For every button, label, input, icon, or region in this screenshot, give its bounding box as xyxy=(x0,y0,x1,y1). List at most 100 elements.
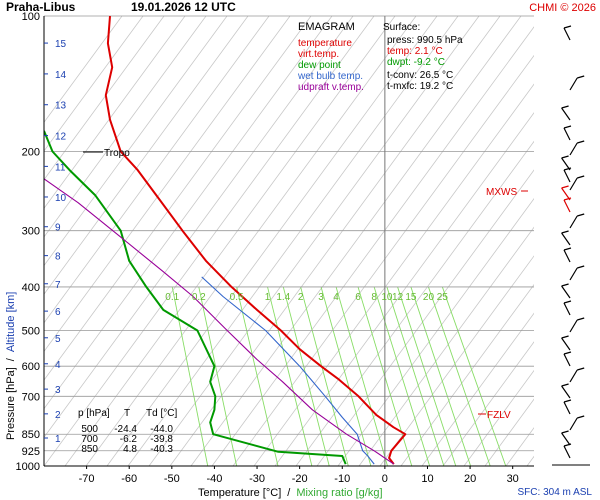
dry-adiabat-line xyxy=(484,398,534,466)
temperature-tick-label: -20 xyxy=(292,473,308,485)
wind-barb xyxy=(563,353,571,367)
dry-adiabat-line xyxy=(44,16,165,181)
mixing-ratio-label: 4 xyxy=(333,292,339,303)
x-axis-title-mixing: Mixing ratio [g/kg] xyxy=(296,487,382,499)
temperature-tick-label: -70 xyxy=(79,473,95,485)
altitude-tick-label: 13 xyxy=(55,101,67,112)
temperature-tick-label: 30 xyxy=(507,473,519,485)
station-name: Praha-Libus xyxy=(6,0,76,14)
dry-adiabat-line xyxy=(44,16,207,238)
surface-title: Surface: xyxy=(383,22,420,33)
wind-barb-flag xyxy=(563,197,572,201)
dry-adiabat-line xyxy=(85,16,417,466)
wind-barb xyxy=(569,177,578,191)
wind-barb xyxy=(563,27,571,41)
y-axis-title-altitude: Altitude [km] xyxy=(5,292,17,353)
altitude-tick-label: 11 xyxy=(55,162,66,173)
pressure-tick-label: 200 xyxy=(22,146,40,158)
dry-adiabat-line xyxy=(169,16,501,466)
wind-barb-flag xyxy=(577,265,585,269)
wind-barb-flag xyxy=(577,175,585,179)
mixing-ratio-label: 1.4 xyxy=(276,292,290,303)
wind-barb-flag xyxy=(563,167,572,171)
dry-adiabat-line xyxy=(358,226,534,466)
altitude-tick-label: 1 xyxy=(55,434,61,445)
temperature-tick-label: -40 xyxy=(206,473,222,485)
table-row-t: 4.8 xyxy=(123,444,137,455)
dry-adiabat-line xyxy=(44,16,249,295)
tropopause-label: Tropo xyxy=(104,148,130,159)
altitude-tick-label: 4 xyxy=(55,360,61,371)
wind-barb-flag xyxy=(563,247,572,251)
dry-adiabat-line xyxy=(44,16,186,209)
wind-barb xyxy=(563,199,571,213)
mixing-ratio-label: 6 xyxy=(355,292,361,303)
wind-barb xyxy=(569,369,578,383)
wind-barb-flag xyxy=(561,105,569,109)
x-axis-title-temperature: Temperature [°C] xyxy=(198,487,281,499)
mixing-ratio-label: 25 xyxy=(437,292,449,303)
series-udpraft-v-temp xyxy=(44,178,395,465)
wind-barb-flag xyxy=(561,155,569,159)
mixing-ratio-line xyxy=(441,286,507,466)
altitude-tick-label: 15 xyxy=(55,39,67,50)
dry-adiabat-line xyxy=(148,16,480,466)
temperature-tick-label: 10 xyxy=(421,473,433,485)
surface-dwpt: dwpt: -9.2 °C xyxy=(387,57,445,68)
dry-adiabat-line xyxy=(64,16,396,466)
dry-adiabat-line xyxy=(44,16,354,439)
wind-barb xyxy=(569,417,578,431)
temperature-tick-label: -60 xyxy=(121,473,137,485)
wind-barb xyxy=(561,285,571,299)
wind-barb-flag xyxy=(561,185,569,189)
dry-adiabat-line xyxy=(190,16,522,466)
pressure-tick-label: 1000 xyxy=(16,461,40,473)
mixing-ratio-label: 0.5 xyxy=(230,292,244,303)
mixing-ratio-line xyxy=(320,286,372,466)
dry-adiabat-line xyxy=(590,16,600,466)
table-header-t: T xyxy=(124,408,130,419)
mixing-ratio-label: 20 xyxy=(423,292,435,303)
dry-adiabat-line xyxy=(127,16,459,466)
table-header-td: Td [°C] xyxy=(146,408,177,419)
wind-barb xyxy=(569,142,578,156)
altitude-tick-label: 12 xyxy=(55,132,67,143)
mixing-ratio-line xyxy=(373,286,431,466)
dry-adiabat-line xyxy=(463,369,534,466)
wind-barb xyxy=(561,385,571,399)
legend: EMAGRAM temperature virt.temp. dew point… xyxy=(297,21,364,93)
axes: 0.1 0.2 0.5 1 1.4 2 3 4 6 8 10 12 15 20 25100200300400… xyxy=(16,11,534,485)
mixing-ratio-label: 3 xyxy=(318,292,324,303)
pressure-tick-label: 300 xyxy=(22,226,40,238)
dry-adiabat-line xyxy=(44,16,270,324)
wind-barb xyxy=(563,445,571,459)
dry-adiabat-line xyxy=(421,312,534,466)
dry-adiabat-line xyxy=(379,255,534,466)
table-row-p: 700 xyxy=(81,434,98,445)
wind-barb-flag xyxy=(577,367,585,371)
altitude-tick-label: 2 xyxy=(55,410,61,421)
temperature-tick-label: -50 xyxy=(164,473,180,485)
dry-adiabat-line xyxy=(526,455,534,466)
wind-barb xyxy=(569,215,578,229)
dry-adiabat-line xyxy=(337,198,534,466)
dry-adiabat-lines xyxy=(44,16,600,466)
grid-lines xyxy=(44,15,534,467)
wind-barb-flag xyxy=(563,125,572,129)
wind-barb-flag xyxy=(577,317,585,321)
pressure-tick-label: 850 xyxy=(22,429,40,441)
table-row-p: 500 xyxy=(81,424,98,435)
dry-adiabat-line xyxy=(44,16,123,124)
dry-adiabat-line xyxy=(44,16,312,381)
mixing-ratio-line xyxy=(282,286,330,466)
mixing-ratio-label: 12 xyxy=(392,292,404,303)
legend-dew-point: dew point xyxy=(298,60,341,71)
dry-adiabat-line xyxy=(106,16,438,466)
dry-adiabat-line xyxy=(505,427,534,466)
altitude-tick-label: 10 xyxy=(55,193,67,204)
altitude-tick-label: 8 xyxy=(55,252,61,263)
y-axis-title-pressure: Pressure [hPa] xyxy=(5,367,17,440)
table-row-td: -39.8 xyxy=(150,434,173,445)
mixing-ratio-line xyxy=(386,286,445,466)
table-row-td: -44.0 xyxy=(150,424,173,435)
